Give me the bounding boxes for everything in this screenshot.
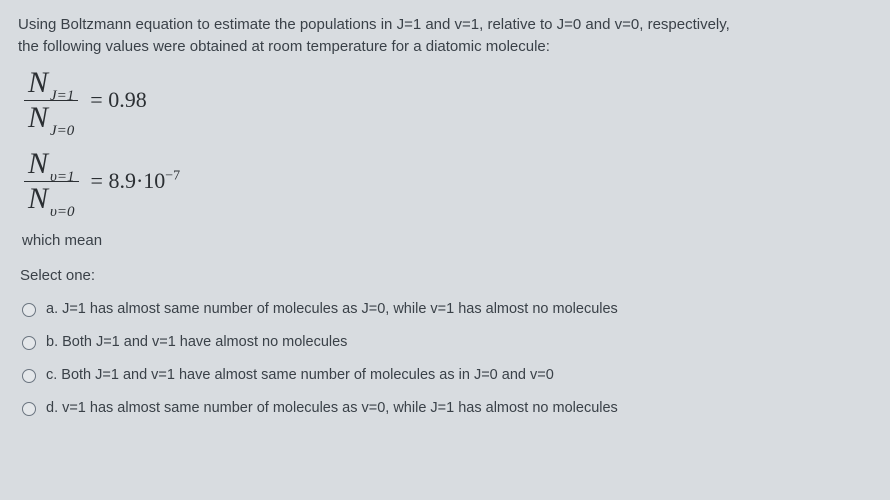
option-d[interactable]: d. v=1 has almost same number of molecul… xyxy=(18,392,872,425)
eq1-den-var: N xyxy=(28,103,48,133)
eq2-fraction: N υ=1 N υ=0 xyxy=(24,149,79,214)
option-c-text: Both J=1 and v=1 have almost same number… xyxy=(61,365,553,386)
eq2-den-var: N xyxy=(28,184,48,214)
radio-icon[interactable] xyxy=(22,303,36,317)
radio-icon[interactable] xyxy=(22,402,36,416)
eq1-num-var: N xyxy=(28,68,48,98)
eq2-numerator: N υ=1 xyxy=(24,149,79,179)
eq2-num-sub: υ=1 xyxy=(50,170,75,185)
intro-line-1: Using Boltzmann equation to estimate the… xyxy=(18,14,872,36)
intro-line-2: the following values were obtained at ro… xyxy=(18,36,872,58)
question-intro: Using Boltzmann equation to estimate the… xyxy=(18,14,872,58)
eq2-denominator: N υ=0 xyxy=(24,184,79,214)
option-c-letter: c. xyxy=(46,365,57,386)
equation-2: N υ=1 N υ=0 = 8.9·10−7 xyxy=(24,149,872,214)
eq2-rhs: = 8.9·10−7 xyxy=(91,165,181,197)
option-b-text: Both J=1 and v=1 have almost no molecule… xyxy=(62,332,347,353)
eq1-denominator: N J=0 xyxy=(24,103,78,133)
eq2-value-base: 8.9·10 xyxy=(108,168,165,193)
eq1-rhs: = 0.98 xyxy=(90,84,146,116)
eq1-value: 0.98 xyxy=(108,87,147,112)
options-list: a. J=1 has almost same number of molecul… xyxy=(18,293,872,425)
radio-icon[interactable] xyxy=(22,336,36,350)
radio-icon[interactable] xyxy=(22,369,36,383)
eq1-fraction: N J=1 N J=0 xyxy=(24,68,78,133)
option-b[interactable]: b. Both J=1 and v=1 have almost no molec… xyxy=(18,326,872,359)
equations-block: N J=1 N J=0 = 0.98 N υ=1 N υ=0 xyxy=(24,68,872,214)
eq1-num-sub: J=1 xyxy=(50,89,74,104)
eq2-num-var: N xyxy=(28,149,48,179)
select-one-label: Select one: xyxy=(20,265,872,287)
which-mean-text: which mean xyxy=(22,230,872,252)
eq2-equals: = xyxy=(91,168,109,193)
eq2-den-sub: υ=0 xyxy=(50,205,75,220)
option-d-letter: d. xyxy=(46,398,58,419)
option-a-text: J=1 has almost same number of molecules … xyxy=(62,299,618,320)
eq1-den-sub: J=0 xyxy=(50,124,74,139)
option-d-text: v=1 has almost same number of molecules … xyxy=(62,398,618,419)
option-a[interactable]: a. J=1 has almost same number of molecul… xyxy=(18,293,872,326)
eq2-value-exp: −7 xyxy=(165,169,180,184)
eq1-equals: = xyxy=(90,87,108,112)
equation-1: N J=1 N J=0 = 0.98 xyxy=(24,68,872,133)
option-a-letter: a. xyxy=(46,299,58,320)
eq1-numerator: N J=1 xyxy=(24,68,78,98)
option-c[interactable]: c. Both J=1 and v=1 have almost same num… xyxy=(18,359,872,392)
option-b-letter: b. xyxy=(46,332,58,353)
